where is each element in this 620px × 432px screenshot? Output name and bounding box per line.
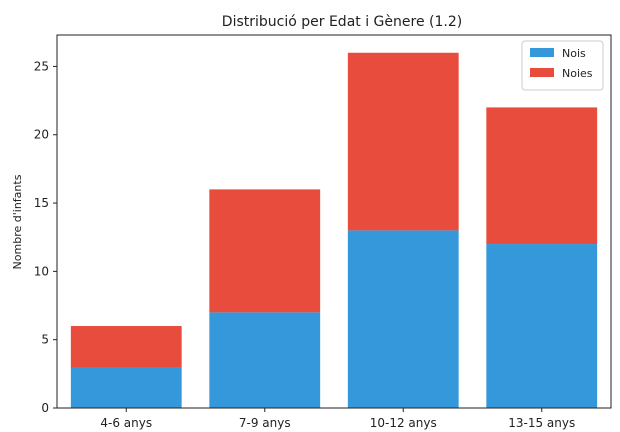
y-tick-label: 10 [34,264,49,278]
y-axis-label: Nombre d'infants [11,174,24,269]
x-tick-label: 4-6 anys [100,416,152,430]
legend: Nois Noies [521,40,604,91]
bar-nois-4 [486,244,598,408]
x-tick-label: 10-12 anys [370,416,437,430]
y-tick-label: 15 [34,196,49,210]
bar-nois-3 [347,230,459,408]
chart-title: Distribució per Edat i Gènere (1.2) [222,14,462,30]
bar-nois-1 [70,367,182,408]
bar-noies-2 [209,189,321,313]
legend-label-nois: Nois [562,47,586,60]
bar-noies-4 [486,107,598,245]
y-tick-label: 5 [41,333,49,347]
bar-noies-3 [347,52,459,231]
x-tick-label: 13-15 anys [508,416,575,430]
legend-swatch-nois [530,48,554,57]
y-tick-label: 20 [34,128,49,142]
bar-nois-2 [209,312,321,408]
y-tick-label: 25 [34,59,49,73]
y-tick-label: 0 [41,401,49,415]
axes-group: 4-6 anys 7-9 anys 10-12 anys 13-15 anys 0 5 10… [34,34,612,430]
legend-swatch-noies [530,68,554,77]
bar-noies-1 [70,326,182,368]
plot-frame [56,34,612,409]
legend-label-noies: Noies [562,67,593,80]
bars-group [70,52,598,408]
x-tick-label: 7-9 anys [239,416,291,430]
